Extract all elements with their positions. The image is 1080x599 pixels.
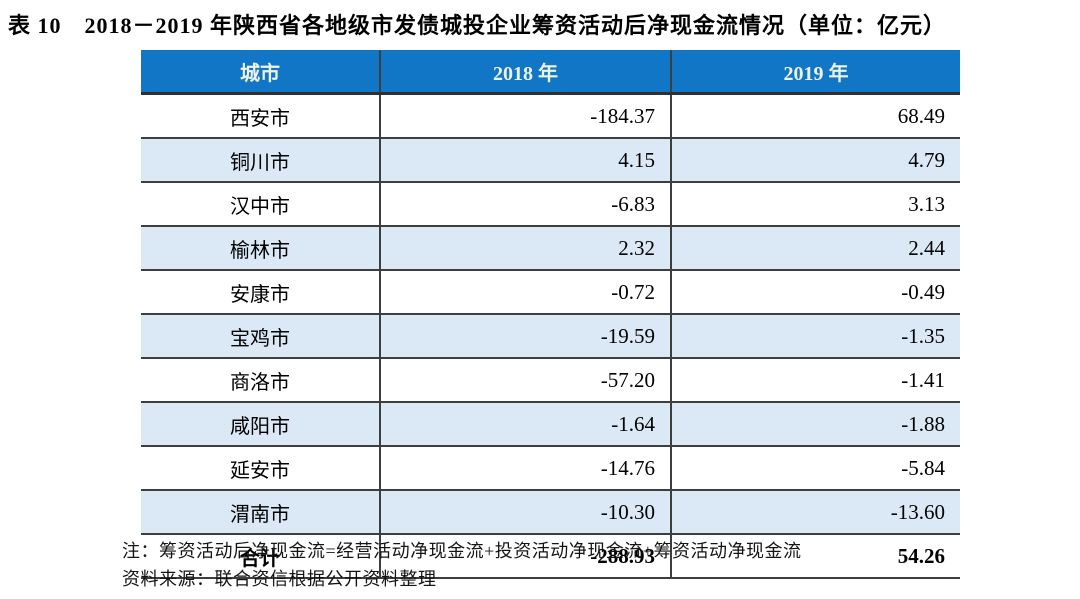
value-2019-cell: -13.60 [670, 490, 960, 535]
value-2019-cell: 4.79 [670, 138, 960, 183]
city-cell: 延安市 [141, 446, 380, 491]
table-row: 榆林市 2.32 2.44 [141, 226, 960, 271]
total-2019-cell: 54.26 [670, 534, 960, 579]
table-footnotes: 注：筹资活动后净现金流=经营活动净现金流+投资活动净现金流+筹资活动净现金流 资… [122, 537, 801, 593]
table-title: 表 10 2018－2019 年陕西省各地级市发债城投企业筹资活动后净现金流情况… [8, 13, 947, 38]
table-row: 渭南市 -10.30 -13.60 [141, 490, 960, 535]
header-2018: 2018 年 [379, 50, 671, 95]
total-label-cell: 合计 [141, 534, 380, 579]
city-cell: 商洛市 [141, 358, 380, 403]
table-row: 咸阳市 -1.64 -1.88 [141, 402, 960, 447]
city-cell: 安康市 [141, 270, 380, 315]
value-2019-cell: 68.49 [670, 93, 960, 139]
note-formula: 注：筹资活动后净现金流=经营活动净现金流+投资活动净现金流+筹资活动净现金流 [122, 541, 802, 561]
value-2018-cell: -57.20 [379, 358, 671, 403]
table-row: 铜川市 4.15 4.79 [141, 138, 960, 183]
value-2019-cell: -0.49 [670, 270, 960, 315]
city-cell: 宝鸡市 [141, 314, 380, 359]
value-2018-cell: -0.72 [379, 270, 671, 315]
value-2018-cell: -10.30 [379, 490, 671, 535]
value-2019-cell: 3.13 [670, 182, 960, 227]
city-cell: 咸阳市 [141, 402, 380, 447]
header-2019: 2019 年 [670, 50, 960, 95]
city-cell: 渭南市 [141, 490, 380, 535]
value-2018-cell: 4.15 [379, 138, 671, 183]
table-row: 宝鸡市 -19.59 -1.35 [141, 314, 960, 359]
city-cell: 西安市 [141, 93, 380, 139]
cash-flow-table: 城市 2018 年 2019 年 西安市 -184.37 68.49 铜川市 4… [141, 50, 960, 579]
value-2018-cell: 2.32 [379, 226, 671, 271]
value-2019-cell: -1.41 [670, 358, 960, 403]
value-2018-cell: -14.76 [379, 446, 671, 491]
note-source: 资料来源：联合资信根据公开资料整理 [122, 569, 437, 589]
value-2019-cell: -1.35 [670, 314, 960, 359]
header-city: 城市 [141, 50, 380, 95]
table-row: 西安市 -184.37 68.49 [141, 93, 960, 139]
header-row: 城市 2018 年 2019 年 [141, 50, 960, 95]
city-cell: 汉中市 [141, 182, 380, 227]
value-2018-cell: -184.37 [379, 93, 671, 139]
value-2019-cell: 2.44 [670, 226, 960, 271]
value-2019-cell: -1.88 [670, 402, 960, 447]
total-row: 合计 -288.93 54.26 [141, 534, 960, 579]
value-2019-cell: -5.84 [670, 446, 960, 491]
table-row: 商洛市 -57.20 -1.41 [141, 358, 960, 403]
value-2018-cell: -19.59 [379, 314, 671, 359]
value-2018-cell: -6.83 [379, 182, 671, 227]
table-row: 安康市 -0.72 -0.49 [141, 270, 960, 315]
table-row: 延安市 -14.76 -5.84 [141, 446, 960, 491]
city-cell: 榆林市 [141, 226, 380, 271]
city-cell: 铜川市 [141, 138, 380, 183]
value-2018-cell: -1.64 [379, 402, 671, 447]
table-row: 汉中市 -6.83 3.13 [141, 182, 960, 227]
total-2018-cell: -288.93 [379, 534, 671, 579]
